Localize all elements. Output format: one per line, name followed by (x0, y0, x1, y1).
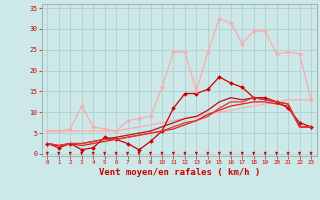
X-axis label: Vent moyen/en rafales ( km/h ): Vent moyen/en rafales ( km/h ) (99, 168, 260, 177)
